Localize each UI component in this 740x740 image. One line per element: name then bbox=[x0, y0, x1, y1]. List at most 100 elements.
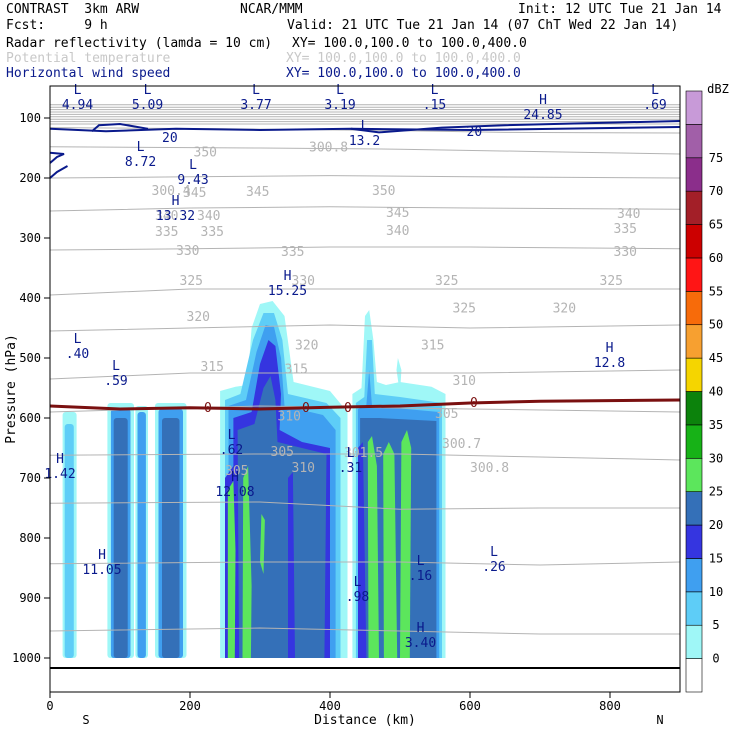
extremum-value-2: 3.77 bbox=[240, 98, 271, 113]
extremum-type-7: L bbox=[361, 119, 369, 134]
field1-label: Radar reflectivity (lamda = 10 cm) bbox=[6, 36, 273, 51]
extremum-type-6: H bbox=[539, 93, 547, 108]
colorbar-swatch-16 bbox=[685, 124, 703, 159]
extremum-type-9: L bbox=[189, 158, 197, 173]
echo-column-4-core bbox=[162, 418, 180, 658]
colorbar-label-6: 30 bbox=[709, 451, 723, 465]
colorbar-label-9: 45 bbox=[709, 351, 723, 365]
south-label: S bbox=[82, 713, 89, 727]
theta-label-31: 315 bbox=[421, 339, 444, 354]
extremum-value-13: .59 bbox=[104, 374, 127, 389]
wind-contour-0 bbox=[49, 126, 681, 133]
theta-label-10: 310 bbox=[292, 461, 315, 476]
extremum-type-10: H bbox=[172, 194, 180, 209]
valid-time: Valid: 21 UTC Tue 21 Jan 14 (07 ChT Wed … bbox=[287, 18, 679, 33]
wind-label-5: 0 bbox=[344, 401, 352, 416]
theta-contour-16 bbox=[49, 369, 681, 380]
colorbar-label-3: 15 bbox=[709, 551, 723, 565]
north-label: N bbox=[656, 713, 663, 727]
theta-contour-19 bbox=[49, 501, 680, 510]
colorbar-label-1: 5 bbox=[712, 618, 719, 632]
theta-label-28: 325 bbox=[453, 301, 476, 316]
x-tick-label-2: 400 bbox=[319, 699, 341, 713]
extremum-type-14: H bbox=[606, 341, 614, 356]
theta-label-6: 330 bbox=[176, 244, 199, 259]
theta-contour-10 bbox=[49, 146, 681, 155]
theta-label-8: 320 bbox=[187, 310, 210, 325]
extremum-value-20: .26 bbox=[482, 560, 505, 575]
theta-contour-11 bbox=[49, 175, 681, 179]
extremum-type-2: L bbox=[252, 83, 260, 98]
extremum-value-18: 12.08 bbox=[215, 485, 254, 500]
theta-label-21: 340 bbox=[386, 224, 409, 239]
theta-label-17: 350 bbox=[372, 184, 395, 199]
colorbar-swatch-17 bbox=[685, 90, 703, 125]
echo-column-1-core bbox=[64, 424, 74, 658]
colorbar-swatch-13 bbox=[685, 224, 703, 259]
extremum-value-11: 15.25 bbox=[268, 284, 307, 299]
extremum-type-16: L bbox=[347, 446, 355, 461]
extremum-value-8: 8.72 bbox=[125, 155, 156, 170]
y-tick-label-6: 700 bbox=[19, 471, 41, 485]
theta-label-34: 310 bbox=[278, 409, 301, 424]
east-block-edge bbox=[358, 442, 367, 658]
extremum-value-12: .40 bbox=[66, 347, 89, 362]
east-block-core bbox=[360, 418, 437, 658]
extremum-value-5: .69 bbox=[643, 98, 666, 113]
theta-contour-14 bbox=[49, 288, 680, 296]
theta-label-7: 325 bbox=[180, 274, 203, 289]
colorbar-label-12: 60 bbox=[709, 251, 723, 265]
colorbar-swatch-12 bbox=[685, 257, 703, 292]
freezing-level-line bbox=[49, 398, 681, 411]
y-tick-label-3: 400 bbox=[19, 291, 41, 305]
y-tick-label-2: 300 bbox=[19, 231, 41, 245]
colorbar-swatch-10 bbox=[685, 324, 703, 359]
field3-label: Horizontal wind speed bbox=[6, 66, 171, 81]
theta-contour-18 bbox=[49, 453, 681, 461]
extremum-value-15: .62 bbox=[220, 443, 243, 458]
field3-xy: XY= 100.0,100.0 to 100.0,400.0 bbox=[286, 66, 521, 81]
theta-label-36: 305 bbox=[271, 445, 294, 460]
extremum-value-1: 5.09 bbox=[132, 98, 163, 113]
colorbar-label-7: 35 bbox=[709, 418, 723, 432]
extremum-type-18: H bbox=[231, 470, 239, 485]
extremum-value-0: 4.94 bbox=[62, 98, 93, 113]
theta-label-1: 345 bbox=[183, 186, 206, 201]
extremum-value-23: 3.40 bbox=[405, 636, 436, 651]
theta-label-3: 340 bbox=[197, 209, 220, 224]
extremum-type-22: L bbox=[354, 575, 362, 590]
colorbar-label-4: 20 bbox=[709, 518, 723, 532]
extremum-value-22: .98 bbox=[346, 590, 369, 605]
wind-label-2: 0 bbox=[204, 401, 212, 416]
theta-label-29: 320 bbox=[553, 301, 576, 316]
y-axis-label: Pressure (hPa) bbox=[4, 334, 19, 444]
colorbar-swatch-0 bbox=[685, 658, 703, 693]
extremum-value-14: 12.8 bbox=[594, 356, 625, 371]
extremum-type-8: L bbox=[137, 140, 145, 155]
wind-contour-1 bbox=[91, 122, 149, 132]
colorbar-swatch-15 bbox=[685, 157, 703, 192]
theta-label-0: 350 bbox=[194, 145, 217, 160]
theta-contour-21 bbox=[49, 627, 680, 635]
theta-label-14: 300.7 bbox=[442, 437, 481, 452]
theta-contour-13 bbox=[49, 246, 681, 251]
y-tick-label-8: 900 bbox=[19, 591, 41, 605]
convective-band-east bbox=[288, 472, 295, 658]
colorbar-swatch-9 bbox=[685, 357, 703, 392]
east-green-2 bbox=[383, 442, 398, 658]
y-tick-label-5: 600 bbox=[19, 411, 41, 425]
x-tick-label-3: 600 bbox=[459, 699, 481, 713]
x-tick-label-0: 0 bbox=[46, 699, 53, 713]
potential-temperature-contours bbox=[49, 104, 681, 635]
model-title: CONTRAST 3km ARW bbox=[6, 2, 140, 17]
colorbar-label-5: 25 bbox=[709, 485, 723, 499]
colorbar-swatch-8 bbox=[685, 391, 703, 426]
extremum-value-19: 11.05 bbox=[82, 563, 121, 578]
y-tick-label-7: 800 bbox=[19, 531, 41, 545]
colorbar-swatch-7 bbox=[685, 424, 703, 459]
colorbar-label-14: 70 bbox=[709, 184, 723, 198]
theta-label-23: 335 bbox=[281, 245, 304, 260]
colorbar-label-13: 65 bbox=[709, 218, 723, 232]
colorbar-swatch-11 bbox=[685, 291, 703, 326]
